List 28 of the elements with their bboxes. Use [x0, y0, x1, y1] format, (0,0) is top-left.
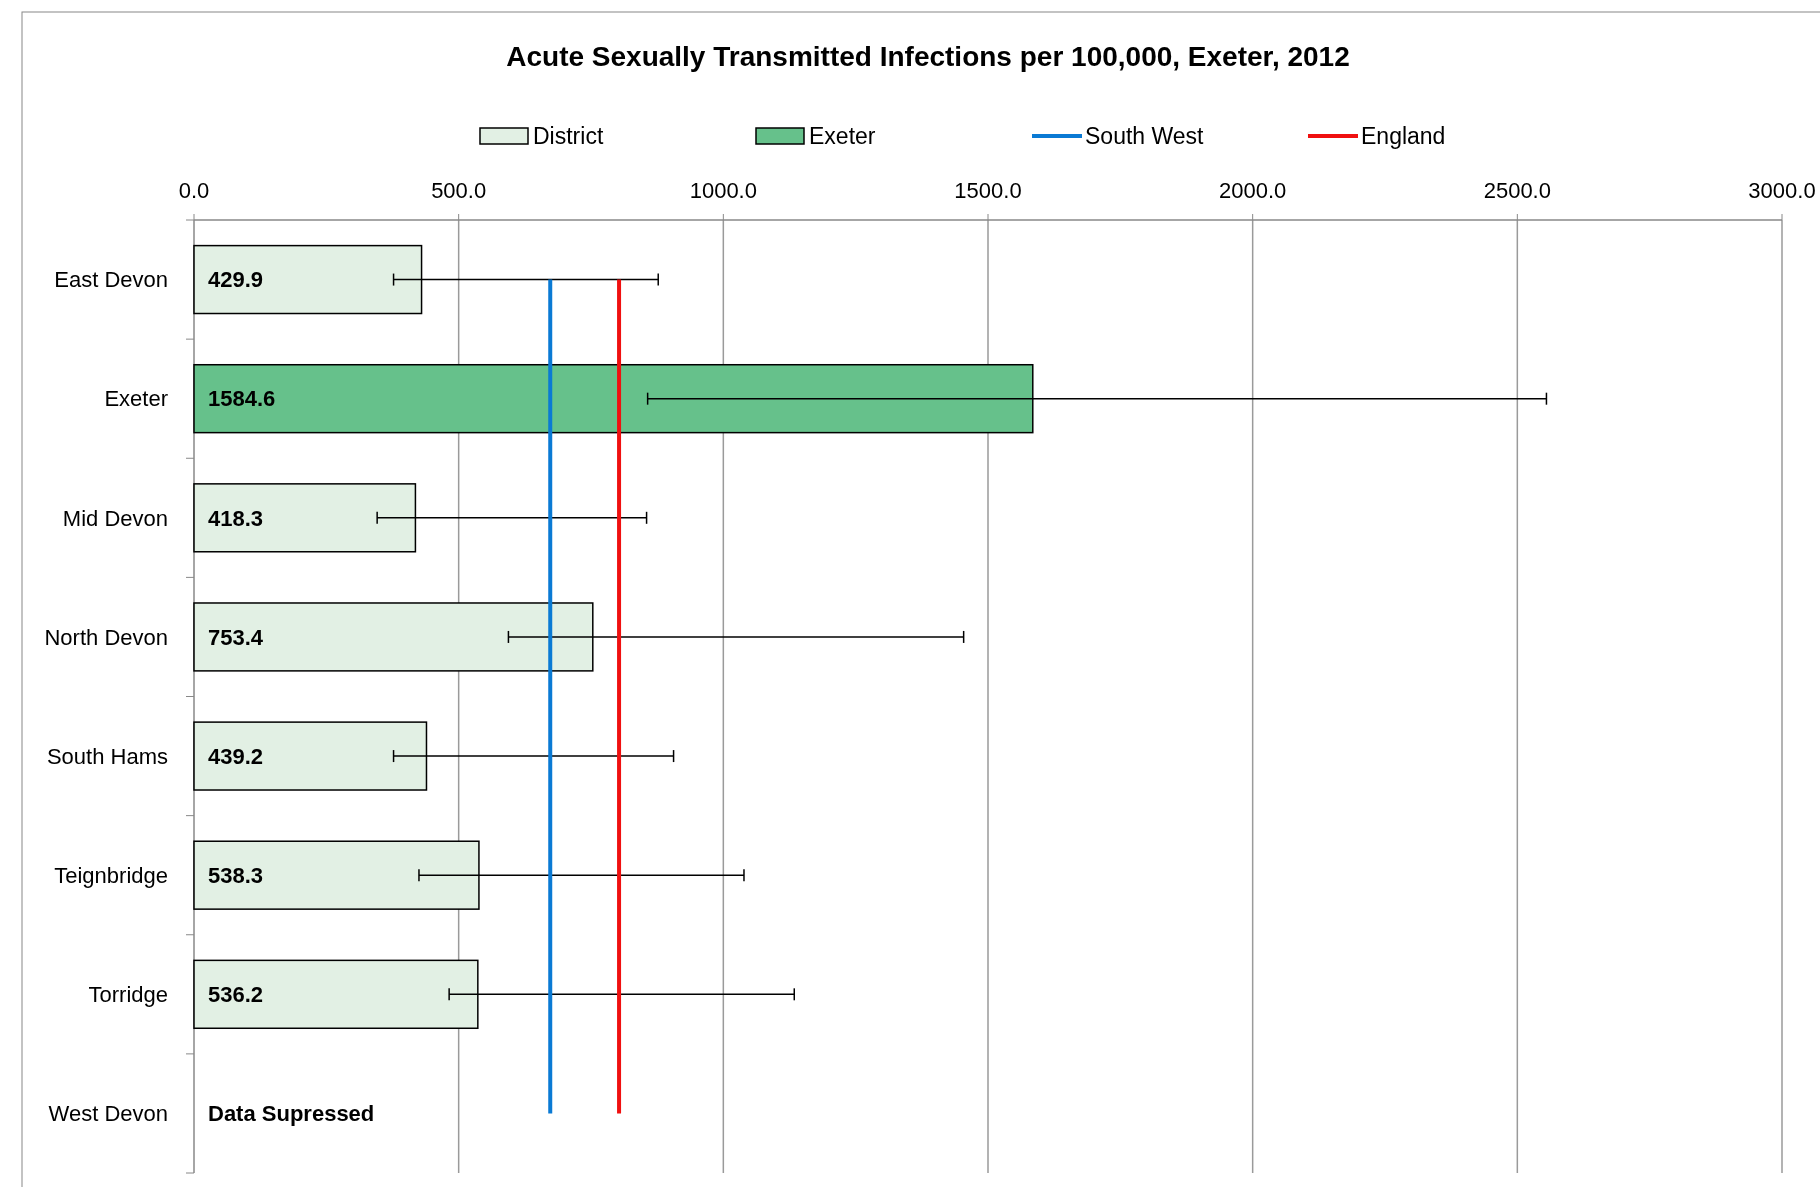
legend-label: South West — [1085, 123, 1205, 150]
legend-label: District — [533, 123, 604, 150]
data-label: 439.2 — [208, 743, 264, 769]
y-tick-label: Teignbridge — [54, 862, 168, 888]
x-tick-label: 500.0 — [431, 178, 487, 203]
data-label: 536.2 — [208, 982, 264, 1008]
x-tick-label: 2500.0 — [1483, 178, 1551, 203]
y-tick-label: Mid Devon — [62, 505, 168, 531]
x-tick-label: 0.0 — [178, 178, 210, 203]
data-label: 538.3 — [208, 862, 264, 888]
data-label: 1584.6 — [208, 386, 276, 412]
x-tick-label: 2000.0 — [1219, 178, 1287, 203]
legend-label: England — [1361, 123, 1446, 150]
chart-title: Acute Sexually Transmitted Infections per 100,000, Exeter, 2012 — [506, 40, 1350, 72]
y-tick-label: South Hams — [46, 743, 168, 769]
legend-label: Exeter — [809, 123, 876, 150]
x-tick-label: 1500.0 — [954, 178, 1022, 203]
y-tick-label: East Devon — [54, 267, 168, 293]
data-label: 753.4 — [208, 624, 264, 650]
data-label: 429.9 — [208, 267, 264, 293]
y-tick-label: West Devon — [48, 1101, 168, 1127]
y-tick-label: Exeter — [104, 386, 168, 412]
x-tick-label: 1000.0 — [689, 178, 757, 203]
y-tick-label: North Devon — [44, 624, 168, 650]
data-label: 418.3 — [208, 505, 264, 531]
y-tick-label: Torridge — [88, 982, 168, 1008]
annotation: Data Supressed — [208, 1101, 375, 1127]
x-tick-label: 3000.0 — [1748, 178, 1816, 203]
